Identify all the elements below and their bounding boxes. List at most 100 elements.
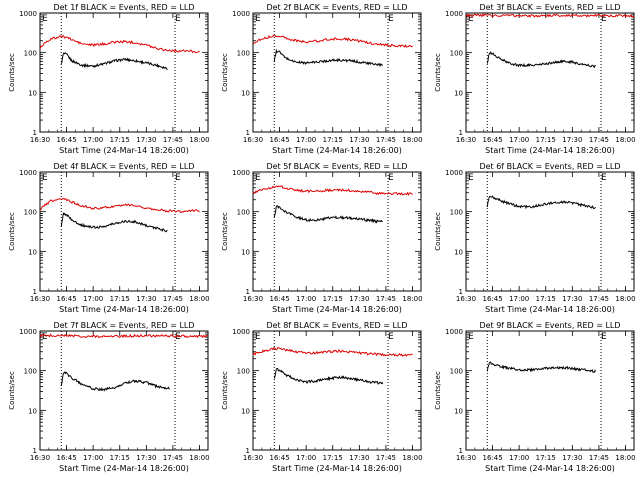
x-tick-label: 18:00 bbox=[402, 136, 422, 144]
y-tick-label: 10 bbox=[241, 89, 250, 97]
x-tick-label: 17:15 bbox=[536, 295, 556, 303]
y-tick-label: 10 bbox=[241, 407, 250, 415]
x-tick-label: 16:30 bbox=[456, 295, 476, 303]
y-tick-label: 1 bbox=[246, 447, 250, 455]
x-tick-label: 17:45 bbox=[163, 295, 183, 303]
x-tick-label: 16:45 bbox=[56, 295, 76, 303]
series-events bbox=[486, 195, 596, 210]
x-tick-label: 18:00 bbox=[615, 136, 635, 144]
plot-frame bbox=[252, 171, 422, 292]
x-axis-label: Start Time (24-Mar-14 18:26:00) bbox=[485, 305, 615, 314]
x-tick-label: 18:00 bbox=[189, 136, 209, 144]
panel-det-8f: Det 8f BLACK = Events, RED = LLD Counts/s… bbox=[221, 321, 423, 473]
y-tick-label: 1 bbox=[33, 288, 37, 296]
x-axis-label: Start Time (24-Mar-14 18:26:00) bbox=[272, 305, 402, 314]
x-tick-label: 17:15 bbox=[323, 454, 343, 462]
x-tick-label: 16:30 bbox=[456, 454, 476, 462]
x-tick-label: 16:45 bbox=[482, 454, 502, 462]
x-axis-label: Start Time (24-Mar-14 18:26:00) bbox=[59, 464, 189, 473]
y-tick-label: 100 bbox=[450, 50, 463, 58]
series-events bbox=[273, 205, 383, 224]
y-tick-label: 100 bbox=[24, 209, 37, 217]
series-lld bbox=[39, 333, 209, 339]
series-events bbox=[273, 48, 384, 68]
x-tick-label: 17:00 bbox=[509, 295, 529, 303]
x-tick-label: 17:00 bbox=[296, 136, 316, 144]
x-tick-label: 16:45 bbox=[482, 136, 502, 144]
y-tick-label: 1000 bbox=[445, 169, 463, 177]
y-tick-label: 1000 bbox=[232, 328, 250, 336]
x-tick-label: 16:45 bbox=[56, 454, 76, 462]
y-axis-label: Counts/sec bbox=[8, 371, 16, 410]
marker-label: E bbox=[175, 173, 181, 183]
x-tick-label: 18:00 bbox=[189, 454, 209, 462]
series-lld bbox=[39, 197, 200, 213]
series-lld bbox=[465, 13, 635, 18]
x-tick-label: 17:00 bbox=[296, 454, 316, 462]
y-tick-label: 100 bbox=[450, 209, 463, 217]
y-tick-label: 100 bbox=[237, 209, 250, 217]
y-tick-label: 1000 bbox=[445, 328, 463, 336]
y-axis-label: Counts/sec bbox=[434, 53, 442, 92]
x-tick-label: 18:00 bbox=[402, 454, 422, 462]
x-tick-label: 17:00 bbox=[83, 454, 103, 462]
y-tick-label: 10 bbox=[454, 89, 463, 97]
plot-frame bbox=[465, 330, 635, 451]
x-tick-label: 17:15 bbox=[323, 295, 343, 303]
marker-label: E bbox=[468, 332, 474, 342]
series-events bbox=[273, 367, 384, 385]
y-tick-label: 10 bbox=[454, 248, 463, 256]
x-tick-label: 17:00 bbox=[509, 136, 529, 144]
y-tick-label: 1000 bbox=[19, 169, 37, 177]
series-events bbox=[60, 52, 168, 70]
series-events bbox=[60, 371, 170, 392]
panel-title: Det 5f BLACK = Events, RED = LLD bbox=[266, 162, 407, 171]
series-events bbox=[60, 211, 168, 233]
y-axis-label: Counts/sec bbox=[221, 53, 229, 92]
x-tick-label: 16:45 bbox=[269, 295, 289, 303]
series-events bbox=[486, 361, 597, 373]
panel-title: Det 2f BLACK = Events, RED = LLD bbox=[266, 3, 407, 12]
x-tick-label: 17:45 bbox=[376, 295, 396, 303]
plot-frame bbox=[39, 12, 209, 133]
panel-det-3f: Det 3f BLACK = Events, RED = LLD Counts/s… bbox=[434, 3, 636, 155]
y-tick-label: 10 bbox=[28, 89, 37, 97]
x-tick-label: 16:45 bbox=[56, 136, 76, 144]
y-tick-label: 10 bbox=[28, 407, 37, 415]
x-tick-label: 17:30 bbox=[136, 295, 156, 303]
panel-title: Det 8f BLACK = Events, RED = LLD bbox=[266, 321, 407, 330]
x-tick-label: 18:00 bbox=[615, 454, 635, 462]
x-tick-label: 17:00 bbox=[296, 295, 316, 303]
y-tick-label: 1000 bbox=[232, 169, 250, 177]
x-tick-label: 17:00 bbox=[83, 295, 103, 303]
marker-label: E bbox=[468, 173, 474, 183]
panel-det-1f: Det 1f BLACK = Events, RED = LLD Counts/s… bbox=[8, 3, 210, 155]
marker-label: E bbox=[42, 14, 48, 24]
marker-label: E bbox=[388, 173, 394, 183]
y-tick-label: 100 bbox=[237, 50, 250, 58]
x-tick-label: 16:30 bbox=[30, 295, 50, 303]
marker-label: E bbox=[175, 14, 181, 24]
x-tick-label: 16:30 bbox=[243, 136, 263, 144]
y-tick-label: 1 bbox=[246, 129, 250, 137]
x-axis-label: Start Time (24-Mar-14 18:26:00) bbox=[59, 146, 189, 155]
x-tick-label: 17:15 bbox=[110, 454, 130, 462]
marker-label: E bbox=[601, 332, 607, 342]
x-tick-label: 18:00 bbox=[402, 295, 422, 303]
panel-det-2f: Det 2f BLACK = Events, RED = LLD Counts/s… bbox=[221, 3, 423, 155]
x-tick-label: 16:30 bbox=[30, 136, 50, 144]
series-lld bbox=[252, 347, 413, 357]
x-tick-label: 17:30 bbox=[349, 136, 369, 144]
y-tick-label: 1000 bbox=[19, 10, 37, 18]
marker-label: E bbox=[255, 14, 261, 24]
marker-label: E bbox=[255, 173, 261, 183]
y-axis-label: Counts/sec bbox=[434, 212, 442, 251]
panel-det-4f: Det 4f BLACK = Events, RED = LLD Counts/s… bbox=[8, 162, 210, 314]
series-lld bbox=[252, 185, 413, 197]
x-tick-label: 16:30 bbox=[456, 136, 476, 144]
x-axis-label: Start Time (24-Mar-14 18:26:00) bbox=[272, 146, 402, 155]
x-tick-label: 17:15 bbox=[110, 295, 130, 303]
y-tick-label: 10 bbox=[454, 407, 463, 415]
x-tick-label: 17:30 bbox=[349, 295, 369, 303]
panel-title: Det 1f BLACK = Events, RED = LLD bbox=[53, 3, 194, 12]
